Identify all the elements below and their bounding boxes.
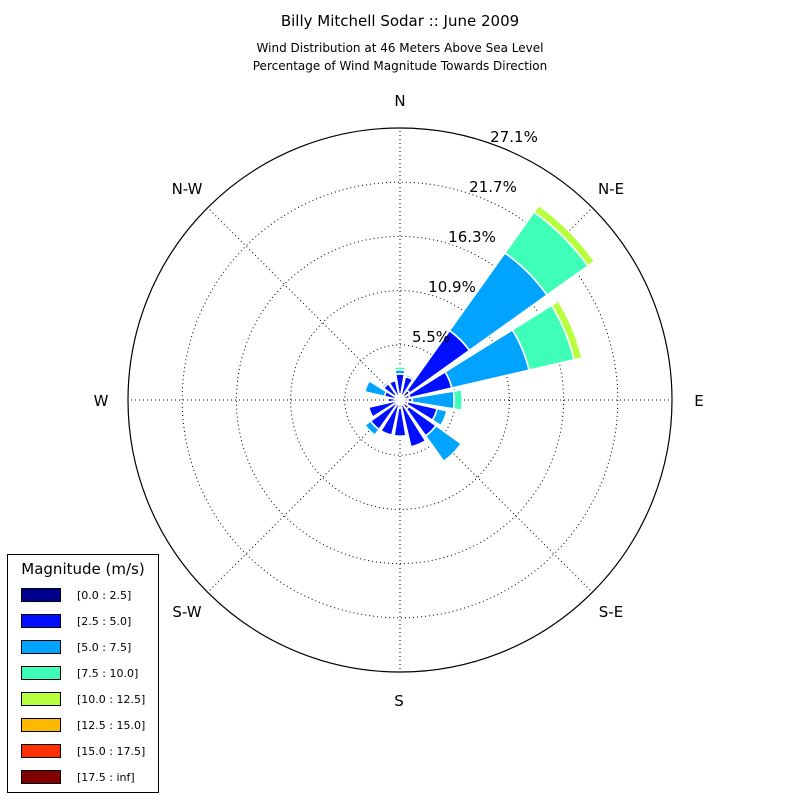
compass-label: W (94, 392, 109, 410)
chart-subtitle-line-2: Percentage of Wind Magnitude Towards Dir… (252, 59, 548, 73)
compass-label: N (394, 92, 405, 110)
legend-swatch (21, 666, 61, 680)
legend-title: Magnitude (m/s) (21, 560, 145, 578)
chart-subtitle-line-1: Wind Distribution at 46 Meters Above Sea… (256, 41, 544, 55)
wind-bar-segment (404, 373, 415, 381)
grid-spoke (207, 207, 401, 401)
legend-label: [15.0 : 17.5] (77, 745, 146, 758)
wind-bar-segment (388, 379, 401, 399)
legend-label: [2.5 : 5.0] (77, 615, 132, 628)
wind-bar-segment (393, 406, 407, 437)
wind-bars (363, 204, 596, 463)
grid-circle (235, 235, 565, 565)
wind-bar-segment (363, 379, 388, 398)
grid-spoke (399, 399, 593, 593)
wind-bar-segment (363, 419, 381, 437)
compass-label: S (394, 692, 404, 710)
legend-swatch (21, 770, 61, 784)
wind-bar-segment (424, 424, 463, 463)
radial-tick-label: 27.1% (490, 128, 538, 146)
legend-swatch (21, 640, 61, 654)
legend-label: [7.5 : 10.0] (77, 667, 139, 680)
wind-bar-segment (379, 401, 401, 437)
legend: Magnitude (m/s) [0.0 : 2.5] [2.5 : 5.0] [5… (7, 554, 159, 793)
legend-swatch (21, 718, 61, 732)
compass-label: S-E (599, 603, 623, 621)
legend-label: [10.0 : 12.5] (77, 693, 146, 706)
legend-swatch (21, 692, 61, 706)
legend-label: [0.0 : 2.5] (77, 589, 132, 602)
axis-labels: N N-E E S-E S S-W W N-W 5.5% 10.9% 16.3% 21.7% 27.1% (94, 92, 704, 710)
legend-swatch (21, 614, 61, 628)
wind-bar-segment (550, 299, 583, 361)
radial-tick-label: 10.9% (428, 278, 476, 296)
wind-bar-segment (380, 380, 390, 390)
outer-circle (127, 127, 673, 673)
radial-tick-label: 21.7% (469, 178, 517, 196)
wind-bar-segment (431, 407, 448, 427)
wind-bar-segment (452, 388, 464, 412)
grid-spoke (207, 399, 401, 593)
legend-label: [12.5 : 15.0] (77, 719, 146, 732)
compass-label: N-W (172, 180, 203, 198)
radial-tick-label: 5.5% (412, 328, 450, 346)
radial-tick-label: 16.3% (448, 228, 496, 246)
grid-circle (290, 290, 510, 510)
compass-label: N-E (598, 180, 624, 198)
compass-label: E (694, 392, 703, 410)
legend-swatch (21, 744, 61, 758)
grid-circle (181, 181, 619, 619)
wind-bar-segment (399, 401, 427, 448)
wind-bar-segment (393, 366, 407, 372)
legend-label: [5.0 : 7.5] (77, 641, 132, 654)
legend-swatch (21, 588, 61, 602)
compass-label: S-W (172, 603, 201, 621)
chart-title: Billy Mitchell Sodar :: June 2009 (280, 12, 520, 30)
legend-label: [17.5 : inf] (77, 771, 135, 784)
wind-bar-segment (532, 204, 596, 268)
